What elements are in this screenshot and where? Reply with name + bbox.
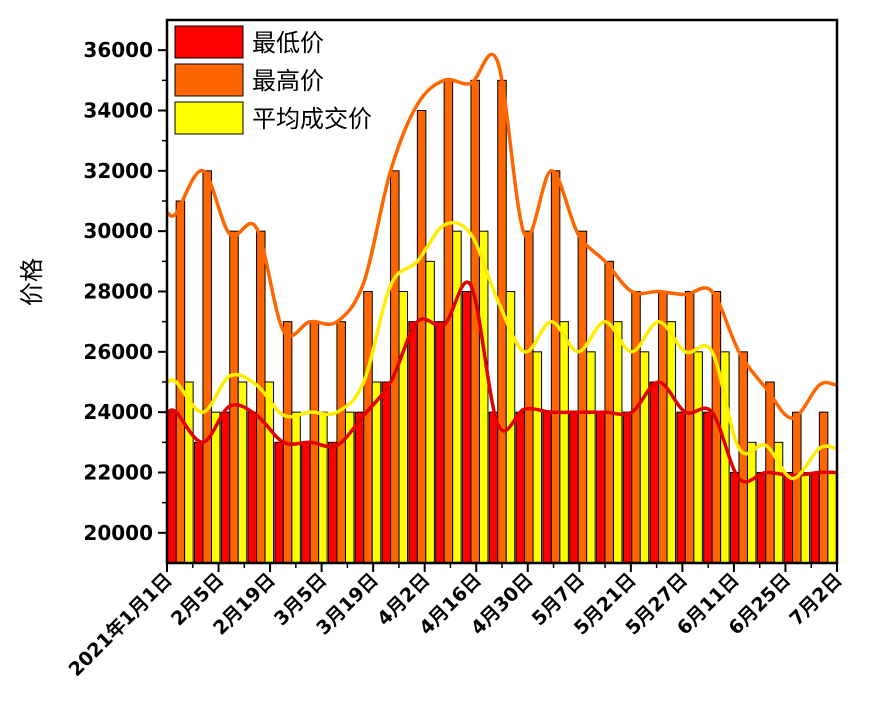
bar-3-12 (478, 230, 489, 564)
bar-1-3 (220, 411, 231, 564)
curve-2 (166, 52, 838, 420)
x-tick-label-14: 7月2日 (785, 569, 846, 630)
bar-1-4 (247, 411, 258, 564)
bar-3-9 (398, 291, 409, 564)
bar-3-8 (371, 381, 382, 564)
y-tick-label-4: 26000 (83, 340, 153, 364)
bar-2-14 (524, 230, 534, 564)
bar-3-6 (318, 411, 328, 564)
legend-swatch-2 (174, 63, 244, 97)
bar-1-2 (193, 441, 204, 564)
bar-1-8 (354, 411, 365, 564)
bar-1-23 (756, 472, 767, 564)
bar-3-4 (264, 381, 275, 564)
bar-3-24 (800, 472, 811, 564)
bar-3-14 (532, 351, 543, 564)
bar-1-20 (676, 411, 686, 564)
bar-3-22 (746, 441, 757, 564)
bar-1-12 (461, 291, 472, 564)
legend-label-2: 最高价 (252, 67, 324, 95)
bar-3-18 (639, 351, 650, 564)
bar-3-5 (291, 411, 301, 564)
bar-1-6 (301, 441, 311, 564)
x-axis: 2021年1月1日2月5日2月19日3月5日3月19日4月2日4月16日4月30… (64, 563, 847, 681)
bar-2-16 (577, 230, 588, 564)
bar-1-5 (274, 441, 284, 564)
curve-1 (166, 280, 838, 484)
bar-1-25 (810, 472, 820, 564)
bar-3-25 (827, 472, 837, 564)
bar-3-1 (184, 381, 194, 564)
bar-3-19 (666, 321, 677, 564)
bar-2-10 (416, 110, 427, 564)
bar-1-21 (703, 411, 713, 564)
bar-2-2 (202, 170, 212, 564)
bar-3-10 (425, 260, 435, 564)
y-tick-label-3: 24000 (83, 400, 153, 424)
legend-swatch-1 (174, 25, 244, 59)
bar-2-19 (658, 291, 668, 564)
y-tick-label-5: 28000 (83, 280, 153, 304)
legend-label-3: 平均成交价 (252, 105, 372, 133)
curve-3 (166, 220, 838, 481)
bar-1-18 (622, 411, 633, 564)
bar-1-16 (569, 411, 579, 564)
y-tick-label-6: 30000 (83, 219, 153, 243)
bar-2-20 (684, 291, 695, 564)
bar-1-9 (381, 381, 392, 564)
bar-1-24 (783, 472, 794, 564)
bar-3-15 (559, 321, 569, 564)
y-tick-label-9: 36000 (83, 38, 153, 62)
curves-layer (166, 52, 838, 484)
bar-2-3 (229, 230, 239, 564)
bar-1-17 (595, 411, 606, 564)
y-tick-label-2: 22000 (83, 461, 153, 485)
bar-2-22 (738, 351, 748, 564)
y-axis-title: 价格 (18, 258, 46, 306)
bar-1-15 (542, 411, 552, 564)
bar-2-15 (550, 170, 561, 564)
bar-1-1 (167, 411, 177, 564)
bar-1-22 (729, 472, 740, 564)
y-tick-label-1: 20000 (83, 521, 153, 545)
bar-2-25 (818, 411, 829, 564)
y-tick-label-7: 32000 (83, 159, 153, 183)
bar-2-8 (363, 291, 373, 564)
bar-3-17 (612, 321, 623, 564)
bar-3-11 (452, 230, 462, 564)
bar-1-7 (327, 441, 338, 564)
bar-2-18 (631, 291, 641, 564)
bar-2-24 (792, 411, 802, 564)
bar-1-14 (515, 411, 526, 564)
bar-1-10 (408, 321, 418, 564)
y-tick-label-8: 34000 (83, 99, 153, 123)
legend-swatch-3 (174, 101, 244, 135)
bar-1-11 (435, 321, 445, 564)
y-axis: 20000 22000 24000 26000 28000 30000 32000 34000… (83, 38, 167, 545)
legend-label-1: 最低价 (252, 29, 324, 57)
bar-1-19 (649, 381, 660, 564)
bar-1-13 (488, 411, 499, 564)
bar-3-16 (586, 351, 596, 564)
x-tick-label-1: 2021年1月1日 (64, 568, 177, 681)
bar-2-4 (256, 230, 266, 564)
bar-3-20 (693, 351, 703, 564)
